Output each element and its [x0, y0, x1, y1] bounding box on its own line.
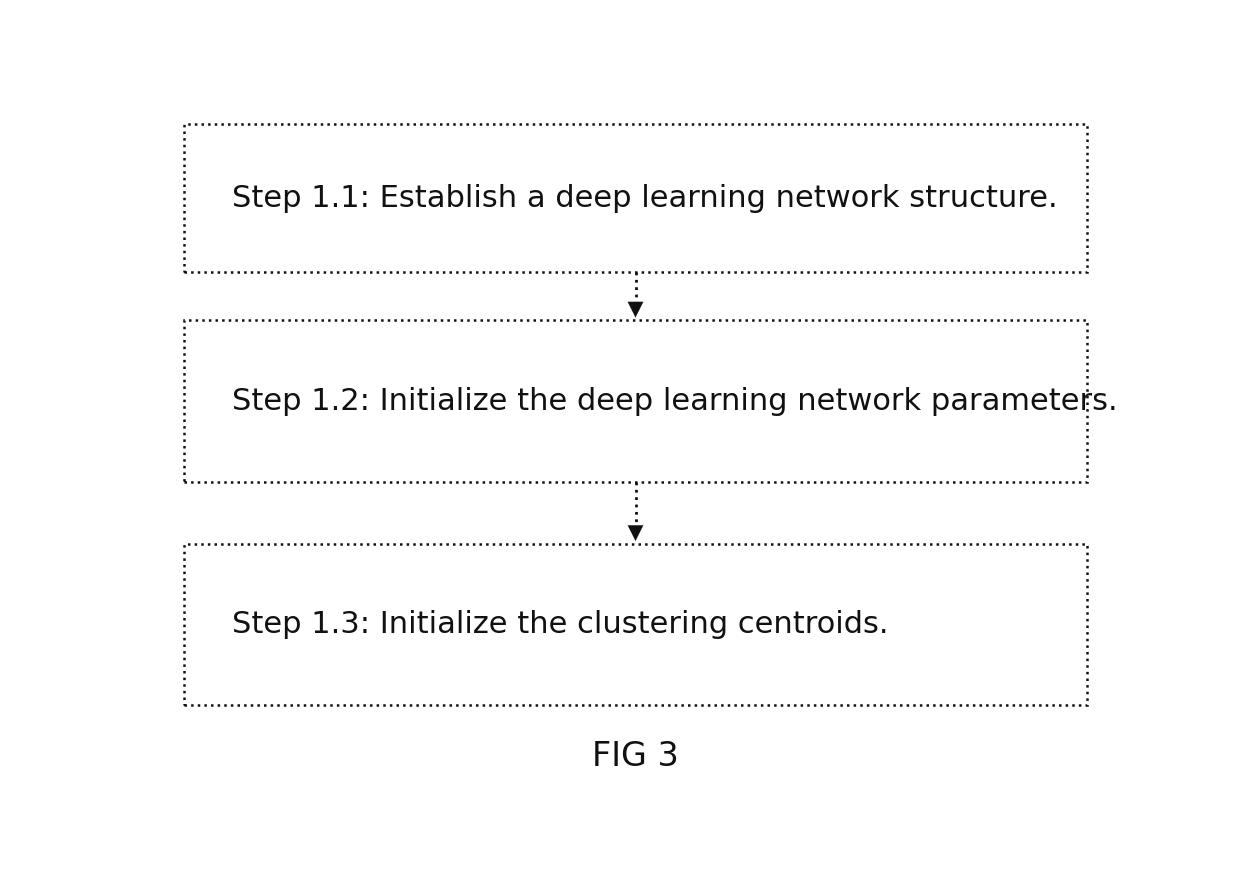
Bar	[184, 124, 1087, 272]
Text: Step 1.1: Establish a deep learning network structure.: Step 1.1: Establish a deep learning netw…	[232, 184, 1058, 213]
Text: Step 1.3: Initialize the clustering centroids.: Step 1.3: Initialize the clustering cent…	[232, 610, 888, 639]
Text: FIG 3: FIG 3	[593, 740, 678, 773]
Bar	[184, 544, 1087, 705]
Bar	[184, 321, 1087, 482]
Text: Step 1.2: Initialize the deep learning network parameters.: Step 1.2: Initialize the deep learning n…	[232, 387, 1117, 415]
